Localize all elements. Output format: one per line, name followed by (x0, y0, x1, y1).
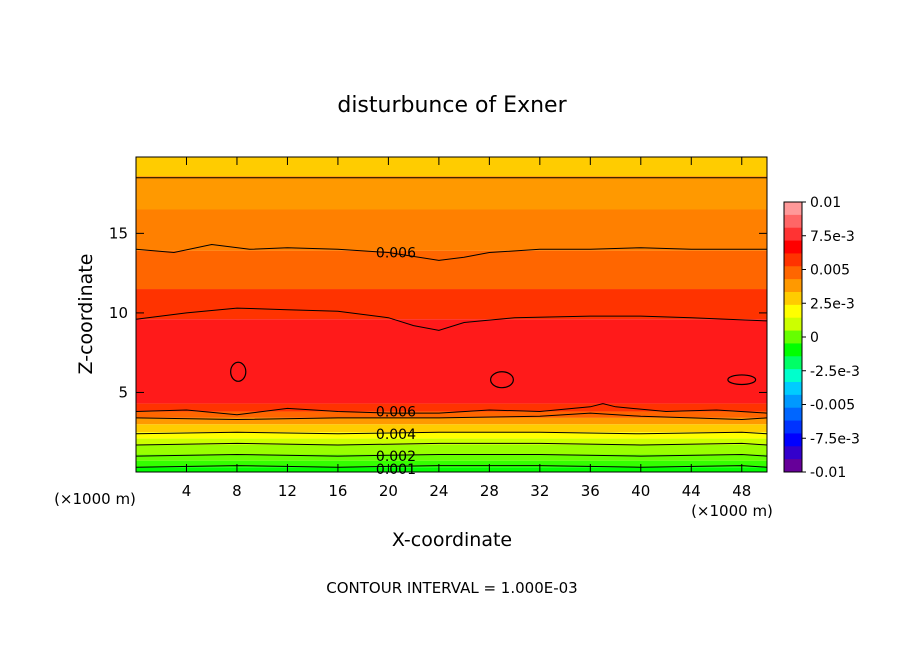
colorbar-label: -0.01 (810, 465, 846, 481)
colorbar-swatch-6 (784, 279, 802, 293)
colorbar-swatch-5 (784, 266, 802, 280)
closed-contour-2 (727, 374, 757, 386)
colorbar-swatch-16 (784, 407, 802, 422)
x-tick-label: 24 (429, 482, 448, 500)
field-band-12 (136, 444, 767, 455)
colorbar-label: -0.005 (810, 398, 855, 414)
field-band-9 (136, 424, 767, 433)
chart-title: disturbunce of Exner (337, 93, 567, 118)
colorbar-swatch-19 (784, 446, 802, 460)
colorbar-swatch-18 (784, 433, 802, 447)
y-axis-label: Z-coordinate (75, 254, 97, 375)
field-band-13 (136, 454, 767, 461)
colorbar-swatch-9 (784, 317, 802, 332)
colorbar-swatch-7 (784, 292, 802, 306)
colorbar-swatch-2 (784, 227, 802, 242)
contour-line-5 (135, 431, 768, 435)
x-tick-label: 40 (631, 482, 650, 500)
field-band-8 (136, 417, 767, 425)
plot-field (136, 157, 767, 472)
contour-line-7 (135, 453, 768, 457)
field-band-14 (136, 460, 767, 468)
y-tick-label: 10 (109, 304, 128, 322)
x-tick-label: 20 (379, 482, 398, 500)
x-tick-label: 32 (530, 482, 549, 500)
colorbar-swatch-13 (784, 369, 802, 383)
colorbar-label: 2.5e-3 (810, 296, 855, 312)
field-band-1 (136, 176, 767, 210)
x-tick-label: 36 (581, 482, 600, 500)
colorbar-swatch-8 (784, 304, 802, 319)
closed-contour-0 (230, 361, 247, 382)
colorbar-swatch-10 (784, 330, 802, 344)
field-band-15 (136, 467, 767, 472)
field-band-10 (136, 432, 767, 439)
field-band-3 (136, 250, 767, 290)
field-band-6 (136, 403, 767, 412)
x-unit-left: (×1000 m) (54, 490, 136, 508)
contour-line-6 (135, 442, 768, 446)
colorbar-label: 0 (810, 330, 819, 346)
colorbar-swatch-14 (784, 382, 802, 396)
contour-line-3 (135, 403, 768, 416)
contour-label-4: 0.001 (376, 462, 416, 478)
x-tick-label: 44 (682, 482, 701, 500)
x-tick-label: 12 (278, 482, 297, 500)
x-tick-label: 4 (182, 482, 192, 500)
contour-label-2: 0.004 (376, 427, 416, 443)
x-tick-label: 48 (732, 482, 751, 500)
plot-frame (135, 156, 768, 473)
contour-label-3: 0.002 (376, 449, 416, 465)
field-band-7 (136, 411, 767, 418)
x-tick-label: 8 (232, 482, 242, 500)
field-band-2 (136, 209, 767, 251)
colorbar-swatch-15 (784, 394, 802, 409)
contour-line-4 (135, 412, 768, 421)
colorbar-label: -7.5e-3 (810, 431, 860, 447)
field-band-5 (136, 319, 767, 404)
contour-interval-footer: CONTOUR INTERVAL = 1.000E-03 (326, 579, 577, 597)
contour-line-2 (135, 307, 768, 331)
colorbar-swatch-20 (784, 459, 802, 473)
colorbar-swatch-3 (784, 240, 802, 254)
y-tick-label: 15 (109, 224, 128, 242)
x-tick-label: 16 (328, 482, 347, 500)
x-tick-label: 28 (480, 482, 499, 500)
colorbar-label: 0.005 (810, 263, 850, 279)
y-axis: 5 10 15 (109, 224, 767, 401)
colorbar-swatch-4 (784, 253, 802, 267)
colorbar-swatch-11 (784, 343, 802, 357)
y-tick-label: 5 (118, 383, 128, 401)
colorbar-swatch-17 (784, 420, 802, 434)
colorbar-swatch-0 (784, 202, 802, 216)
colorbar-label: -2.5e-3 (810, 364, 860, 380)
x-axis: 4 8 12 16 20 24 28 32 36 40 44 48 (182, 157, 751, 500)
x-unit-right: (×1000 m) (691, 502, 773, 520)
contour-line-1 (135, 243, 767, 261)
colorbar-swatch-1 (784, 214, 802, 229)
contour-label-0: 0.006 (376, 245, 416, 261)
x-axis-label: X-coordinate (392, 529, 512, 551)
colorbar-label: 0.01 (810, 195, 841, 211)
colorbar: 0.01 7.5e-3 0.005 2.5e-3 0 -2.5e-3 -0.005 -7.5e… (783, 195, 860, 481)
colorbar-label: 7.5e-3 (810, 229, 855, 245)
closed-contour-1 (490, 371, 514, 389)
field-band-11 (136, 438, 767, 445)
colorbar-swatch-12 (784, 356, 802, 370)
field-band-4 (136, 289, 767, 320)
contour-label-1: 0.006 (376, 405, 416, 421)
field-band-0 (136, 157, 767, 177)
